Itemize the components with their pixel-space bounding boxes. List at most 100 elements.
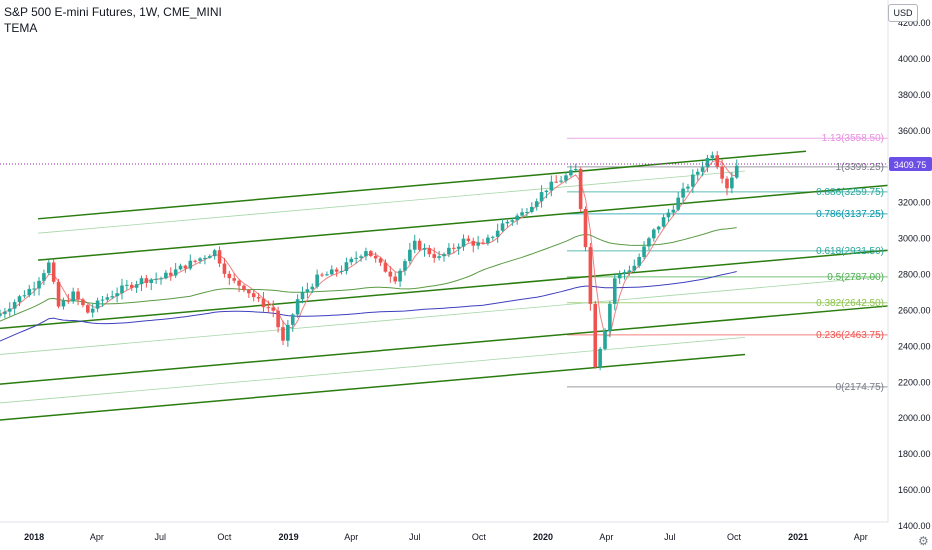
time-axis[interactable]: 2018 Apr Jul Oct 2019 Apr Jul Oct 2020 Apr Jul Oct 2… bbox=[24, 532, 868, 542]
candle-body bbox=[725, 178, 729, 189]
candle-body bbox=[495, 230, 500, 237]
candle-body bbox=[193, 260, 197, 262]
candle-body bbox=[266, 307, 271, 309]
y-tick-label: 2000.00 bbox=[898, 413, 931, 423]
candle-body bbox=[447, 247, 451, 255]
candle-body bbox=[286, 324, 290, 341]
candle-body bbox=[339, 271, 344, 273]
x-tick-label: Jul bbox=[409, 532, 421, 542]
candle-body bbox=[227, 273, 232, 279]
fib-level-label: 0.886(3259.75) bbox=[816, 187, 884, 198]
indicator-label[interactable]: TEMA bbox=[4, 21, 38, 35]
candle-body bbox=[578, 169, 583, 209]
candle-body bbox=[564, 175, 568, 181]
candle-body bbox=[559, 180, 563, 182]
candle-body bbox=[432, 254, 437, 258]
price-axis[interactable]: 1400.00 1600.00 1800.00 2000.00 2200.00 2400.… bbox=[898, 18, 931, 531]
fibonacci-retracement[interactable] bbox=[567, 137, 888, 388]
candle-body bbox=[271, 307, 276, 311]
candle-body bbox=[573, 169, 578, 171]
y-tick-label: 2200.00 bbox=[898, 377, 931, 387]
fib-level-label: 0.382(2642.50) bbox=[816, 298, 884, 309]
x-tick-label: 2018 bbox=[24, 532, 44, 542]
x-tick-label: Oct bbox=[217, 532, 232, 542]
candle-body bbox=[325, 274, 329, 276]
channel-line bbox=[0, 275, 889, 355]
candle-body bbox=[61, 300, 66, 307]
channel-line bbox=[0, 249, 889, 330]
candle-body bbox=[46, 262, 51, 274]
y-tick-label: 4000.00 bbox=[898, 54, 931, 64]
candle-body bbox=[310, 286, 315, 290]
candle-body bbox=[12, 302, 17, 309]
candle-body bbox=[510, 220, 515, 222]
candle-body bbox=[154, 278, 158, 280]
candle-body bbox=[705, 157, 710, 168]
candle-body bbox=[0, 314, 2, 316]
candle-body bbox=[656, 226, 661, 230]
candle-body bbox=[710, 155, 715, 158]
candle-body bbox=[139, 278, 144, 285]
candle-body bbox=[442, 254, 446, 257]
candle-body bbox=[251, 293, 256, 298]
settings-gear-icon[interactable]: ⚙ bbox=[918, 534, 929, 548]
candle-body bbox=[344, 262, 349, 272]
candle-body bbox=[188, 260, 193, 269]
tema-line bbox=[0, 159, 737, 337]
candle-body bbox=[242, 285, 246, 291]
candle-body bbox=[7, 308, 12, 312]
channel-line bbox=[0, 353, 746, 421]
candle-body bbox=[715, 155, 720, 167]
candle-body bbox=[486, 237, 490, 244]
candle-body bbox=[373, 255, 378, 259]
candle-body bbox=[168, 272, 173, 276]
candle-body bbox=[676, 197, 680, 210]
fib-level-label: 0.786(3137.25) bbox=[816, 209, 884, 220]
last-price-tag: 3409.75 bbox=[889, 157, 932, 171]
candle-body bbox=[90, 308, 95, 313]
y-tick-label: 2400.00 bbox=[898, 341, 931, 351]
candle-body bbox=[583, 208, 588, 248]
x-tick-label: Apr bbox=[854, 532, 868, 542]
candle-body bbox=[237, 280, 241, 286]
fib-level-label: 1(3399.25) bbox=[836, 162, 884, 173]
candle-body bbox=[427, 248, 432, 255]
candle-body bbox=[642, 246, 646, 258]
candle-body bbox=[588, 247, 593, 304]
candle-body bbox=[76, 291, 80, 300]
candle-body bbox=[554, 181, 559, 183]
candle-body bbox=[720, 166, 724, 179]
symbol-title[interactable]: S&P 500 E-mini Futures, 1W, CME_MINI bbox=[4, 5, 222, 19]
fibonacci-labels: 1.13(3558.50) 1(3399.25) 0.886(3259.75) 0.7… bbox=[816, 133, 884, 393]
candle-body bbox=[37, 280, 41, 289]
x-tick-label: Apr bbox=[599, 532, 613, 542]
y-tick-label: 3000.00 bbox=[898, 234, 931, 244]
channel-line bbox=[37, 184, 889, 261]
candle-body bbox=[183, 265, 188, 269]
x-tick-label: Apr bbox=[344, 532, 358, 542]
y-tick-label: 3200.00 bbox=[898, 198, 931, 208]
candle-body bbox=[17, 296, 22, 303]
trend-channel-lines[interactable] bbox=[0, 150, 889, 421]
candle-body bbox=[320, 274, 324, 276]
candle-body bbox=[217, 250, 222, 264]
candle-body bbox=[281, 327, 285, 341]
candle-body bbox=[544, 190, 549, 193]
candle-body bbox=[471, 240, 476, 246]
candle-body bbox=[115, 293, 119, 297]
candle-body bbox=[608, 303, 612, 332]
channel-line bbox=[0, 305, 889, 385]
y-tick-label: 4200.00 bbox=[898, 18, 931, 28]
channel-line bbox=[37, 170, 746, 234]
candle-body bbox=[100, 299, 105, 301]
candle-body bbox=[32, 288, 36, 290]
candle-body bbox=[276, 310, 280, 328]
currency-button[interactable]: USD bbox=[888, 4, 918, 22]
channel-line bbox=[0, 336, 746, 404]
candle-body bbox=[437, 256, 441, 258]
candle-body bbox=[212, 250, 217, 257]
candle-body bbox=[481, 242, 485, 244]
candle-body bbox=[378, 258, 383, 263]
y-tick-label: 3600.00 bbox=[898, 126, 931, 136]
